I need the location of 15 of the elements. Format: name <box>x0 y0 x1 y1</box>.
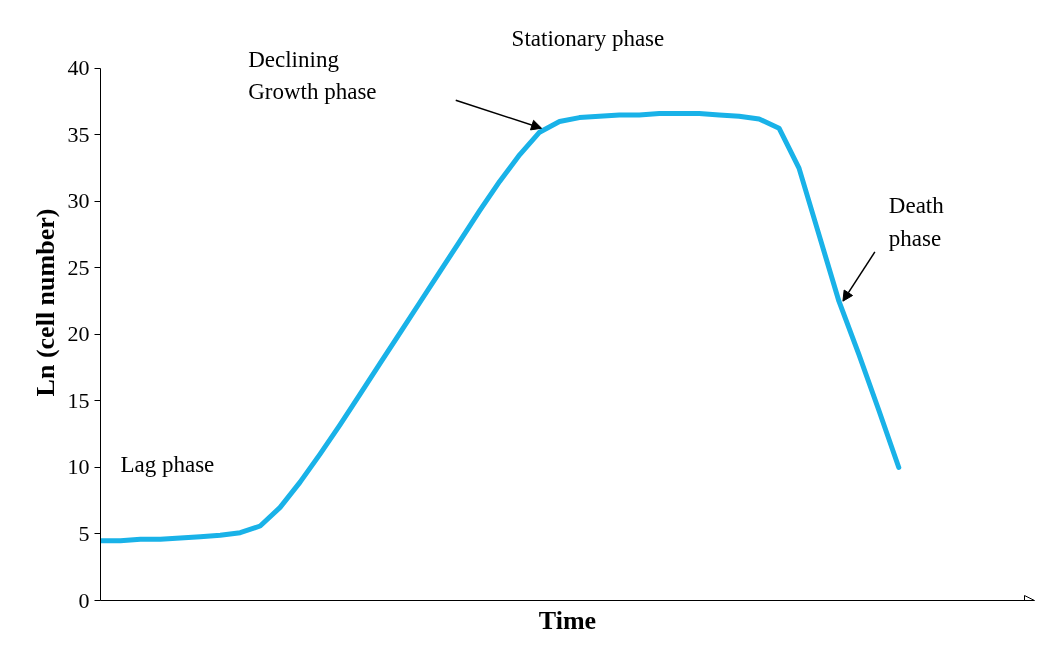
annotation: Death phase <box>888 193 945 251</box>
y-tick-label: 30 <box>67 188 90 214</box>
y-axis-title: Ln (cell number) <box>30 208 60 397</box>
annotation: Declining Growth phase <box>248 46 377 105</box>
text: Stationary phase <box>511 26 665 52</box>
y-tick-label: 5 <box>78 520 90 546</box>
annotation: Lag phase <box>120 451 215 477</box>
x-axis-title: Time <box>538 605 597 635</box>
y-tick-label: 20 <box>67 321 90 347</box>
y-tick-label: 25 <box>67 254 90 280</box>
y-tick-label: 40 <box>67 55 90 81</box>
y-tick-label: 15 <box>67 387 90 413</box>
y-tick-label: 0 <box>78 587 90 613</box>
y-tick-label: 10 <box>67 454 90 480</box>
y-tick-label: 35 <box>67 121 90 147</box>
